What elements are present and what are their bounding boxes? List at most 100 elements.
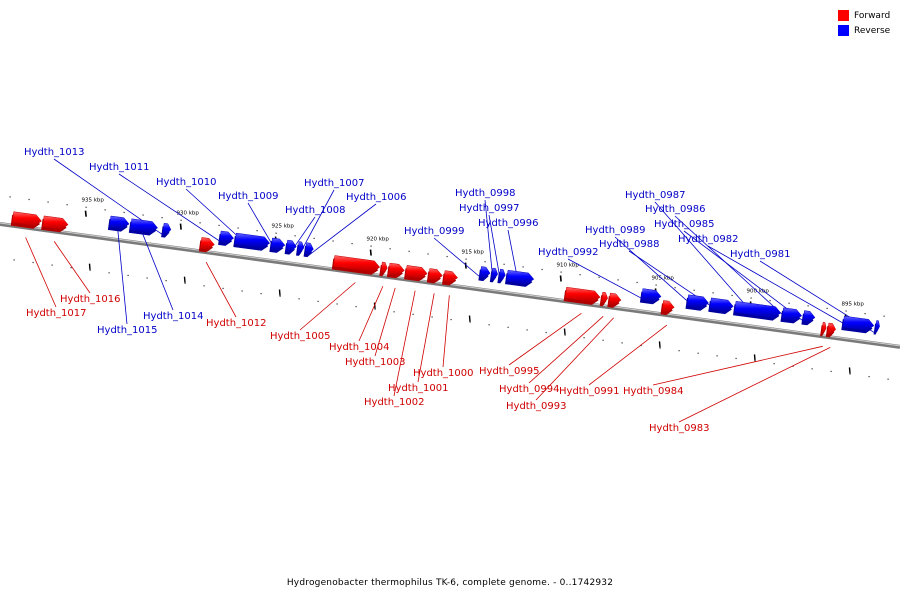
gene-hydth_0982[interactable]: [841, 315, 875, 334]
gene-arrow[interactable]: [270, 237, 286, 251]
gene-hydth_0983[interactable]: [825, 322, 837, 338]
gene-label: Hydth_1010: [156, 177, 217, 188]
scale-dot: [146, 277, 148, 279]
gene-hydth_1010[interactable]: [233, 232, 271, 251]
gene-hydth_0994[interactable]: [599, 291, 608, 307]
gene-hydth_1007[interactable]: [296, 241, 305, 256]
gene-arrow[interactable]: [297, 241, 305, 254]
gene-arrow[interactable]: [641, 288, 662, 302]
gene-label: Hydth_0984: [623, 386, 684, 397]
gene-hydth_1006[interactable]: [303, 242, 314, 258]
scale-dot: [237, 227, 239, 229]
gene-arrow[interactable]: [734, 301, 782, 318]
scale-tick-label: 910 kbp: [557, 263, 580, 269]
scale-dot: [655, 284, 657, 286]
gene-hydth_0999[interactable]: [478, 266, 491, 282]
gene-arrow[interactable]: [842, 315, 875, 331]
gene-arrow[interactable]: [802, 310, 816, 323]
gene-hydth_0988[interactable]: [708, 297, 734, 315]
gene-hydth_0997[interactable]: [497, 268, 506, 284]
gene-arrow[interactable]: [219, 230, 234, 244]
gene-hydth_1003[interactable]: [386, 262, 405, 279]
scale-tick-label: 930 kbp: [177, 211, 200, 217]
gene-arrow[interactable]: [130, 218, 158, 233]
scale-dot: [332, 240, 334, 242]
scale-dot: [507, 326, 509, 328]
gene-arrow[interactable]: [333, 255, 381, 273]
gene-arrow[interactable]: [285, 239, 297, 252]
gene-hydth_1001[interactable]: [426, 268, 443, 284]
gene-arrow[interactable]: [428, 268, 443, 281]
gene-arrow[interactable]: [234, 232, 271, 249]
scale-dot: [807, 305, 809, 307]
gene-label: Hydth_0987: [625, 190, 686, 201]
gene-label: Hydth_0981: [730, 249, 791, 260]
gene-arrow[interactable]: [388, 262, 405, 276]
gene-hydth_0981[interactable]: [873, 320, 880, 335]
gene-arrow[interactable]: [498, 268, 506, 281]
gene-hydth_0991[interactable]: [660, 300, 675, 316]
gene-hydth_1009[interactable]: [269, 237, 286, 253]
gene-label: Hydth_0991: [559, 386, 620, 397]
gene-hydth_0995[interactable]: [563, 286, 601, 305]
gene-arrow[interactable]: [491, 267, 498, 280]
gene-arrow[interactable]: [564, 286, 601, 303]
gene-label: Hydth_1012: [206, 318, 267, 329]
leader-line: [484, 199, 494, 282]
scale-dot: [9, 196, 11, 198]
gene-arrow[interactable]: [661, 300, 675, 313]
gene-arrow[interactable]: [709, 297, 734, 312]
gene-hydth_0987[interactable]: [733, 301, 782, 321]
leader-line: [307, 203, 377, 257]
gene-hydth_1005[interactable]: [331, 255, 381, 275]
scale-dot: [450, 318, 452, 321]
leader-line: [53, 241, 91, 294]
gene-arrow[interactable]: [827, 322, 837, 335]
gene-hydth_0985[interactable]: [801, 310, 816, 326]
gene-hydth_1004[interactable]: [379, 261, 388, 277]
gene-hydth_1012[interactable]: [198, 237, 215, 253]
gene-label: Hydth_0989: [585, 225, 646, 236]
legend: Forward Reverse: [838, 8, 898, 38]
gene-hydth_1017[interactable]: [10, 211, 42, 229]
gene-arrow[interactable]: [405, 265, 428, 279]
gene-hydth_1008[interactable]: [284, 239, 297, 255]
gene-hydth_1002[interactable]: [404, 265, 428, 282]
gene-hydth_1011[interactable]: [218, 230, 234, 246]
gene-arrow[interactable]: [443, 270, 458, 283]
gene-hydth_1013[interactable]: [161, 222, 172, 238]
gene-arrow[interactable]: [506, 269, 535, 285]
scale-dot: [488, 324, 490, 326]
leader-line: [298, 189, 335, 256]
scale-dot: [412, 313, 414, 315]
gene-arrow[interactable]: [686, 294, 709, 308]
scale-dot: [446, 255, 448, 258]
gene-hydth_0984[interactable]: [820, 321, 827, 337]
gene-arrow[interactable]: [479, 266, 491, 279]
gene-arrow[interactable]: [781, 307, 803, 321]
gene-hydth_0998[interactable]: [489, 267, 498, 283]
gene-hydth_0989[interactable]: [685, 294, 709, 311]
gene-hydth_1015[interactable]: [107, 215, 130, 232]
gene-arrow[interactable]: [11, 211, 42, 226]
gene-arrow[interactable]: [304, 242, 314, 255]
gene-hydth_0992[interactable]: [639, 288, 662, 305]
gene-hydth_0993[interactable]: [607, 292, 622, 308]
gene-arrow[interactable]: [162, 222, 172, 235]
gene-arrow[interactable]: [200, 237, 215, 250]
gene-hydth_0996[interactable]: [505, 269, 535, 287]
gene-hydth_1000[interactable]: [442, 270, 458, 286]
gene-label: Hydth_1008: [285, 205, 346, 216]
gene-arrow[interactable]: [874, 320, 880, 332]
gene-arrow[interactable]: [380, 261, 388, 274]
scale-dot: [712, 292, 714, 294]
gene-arrow[interactable]: [42, 215, 69, 230]
gene-hydth_1016[interactable]: [41, 215, 69, 233]
gene-arrow[interactable]: [608, 292, 622, 306]
gene-arrow[interactable]: [821, 321, 827, 334]
gene-hydth_1014[interactable]: [128, 218, 158, 236]
gene-arrow[interactable]: [600, 291, 608, 304]
gene-arrow[interactable]: [109, 215, 130, 229]
scale-dot: [773, 363, 775, 365]
gene-hydth_0986[interactable]: [780, 307, 803, 324]
